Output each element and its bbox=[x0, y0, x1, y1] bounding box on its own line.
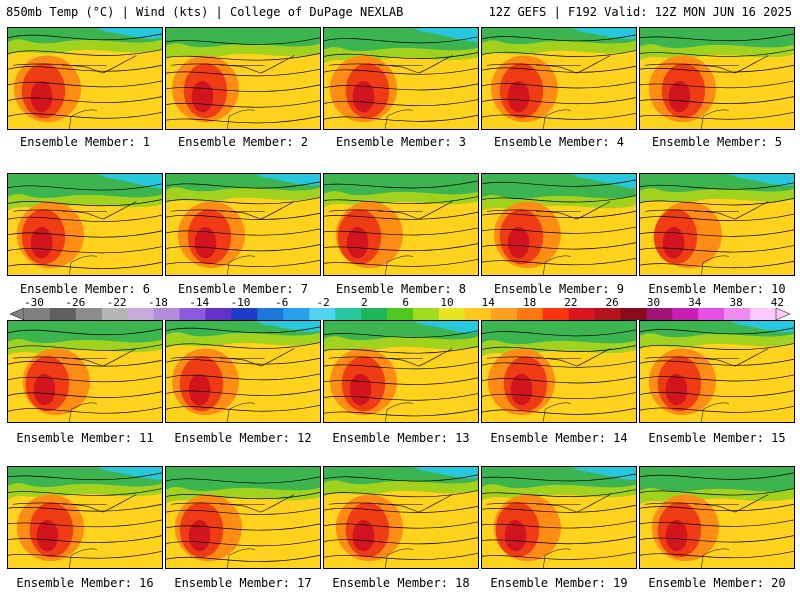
colorbar-swatch bbox=[387, 308, 414, 320]
colorbar-swatch bbox=[75, 308, 103, 320]
ensemble-member-label: Ensemble Member: 10 bbox=[648, 282, 786, 296]
ensemble-member-map bbox=[7, 466, 163, 569]
ensemble-member-map bbox=[323, 466, 479, 569]
colorbar-swatch bbox=[231, 308, 258, 320]
colorbar-tick-label: -30 bbox=[24, 296, 44, 309]
ensemble-member-label: Ensemble Member: 6 bbox=[19, 282, 151, 296]
colorbar-swatch bbox=[750, 308, 777, 320]
ensemble-member-label: Ensemble Member: 17 bbox=[174, 576, 312, 590]
colorbar-tick-label: 34 bbox=[688, 296, 702, 309]
colorbar-swatch bbox=[568, 308, 595, 320]
colorbar-tick-label: -6 bbox=[275, 296, 289, 309]
ensemble-member-map bbox=[639, 173, 795, 276]
ensemble-member-label: Ensemble Member: 7 bbox=[177, 282, 309, 296]
colorbar-swatch bbox=[49, 308, 77, 320]
ensemble-member-label: Ensemble Member: 14 bbox=[490, 431, 628, 445]
ensemble-member-label: Ensemble Member: 11 bbox=[16, 431, 154, 445]
ensemble-member-label: Ensemble Member: 8 bbox=[335, 282, 467, 296]
colorbar-tick-label: 22 bbox=[564, 296, 578, 309]
colorbar-swatch bbox=[361, 308, 388, 320]
ensemble-member-label: Ensemble Member: 1 bbox=[19, 135, 151, 149]
colorbar-swatch bbox=[335, 308, 362, 320]
ensemble-member-map bbox=[639, 320, 795, 423]
colorbar-swatch bbox=[438, 308, 466, 320]
colorbar-tick-label: 2 bbox=[361, 296, 368, 309]
colorbar-tick-label: 6 bbox=[402, 296, 409, 309]
temperature-colorbar bbox=[10, 308, 790, 320]
ensemble-member-label: Ensemble Member: 20 bbox=[648, 576, 786, 590]
ensemble-member-label: Ensemble Member: 15 bbox=[648, 431, 786, 445]
ensemble-member-map bbox=[323, 173, 479, 276]
colorbar-tick-label: -18 bbox=[147, 296, 168, 309]
colorbar-swatch bbox=[127, 308, 154, 320]
ensemble-member-map bbox=[165, 173, 321, 276]
colorbar-swatch bbox=[490, 308, 517, 320]
colorbar-swatch bbox=[412, 308, 440, 320]
colorbar-tick-label: -2 bbox=[316, 296, 330, 309]
colorbar-tick-label: 42 bbox=[770, 296, 785, 309]
ensemble-member-label: Ensemble Member: 13 bbox=[332, 431, 470, 445]
run-valid-time: 12Z GEFS | F192 Valid: 12Z MON JUN 16 20… bbox=[488, 5, 792, 19]
ensemble-member-label: Ensemble Member: 18 bbox=[332, 576, 470, 590]
colorbar-tick-label: 14 bbox=[481, 296, 495, 309]
ensemble-member-label: Ensemble Member: 2 bbox=[177, 135, 309, 149]
colorbar-tick-label: 30 bbox=[646, 296, 661, 309]
colorbar-swatch bbox=[153, 308, 180, 320]
colorbar-swatch bbox=[516, 308, 543, 320]
colorbar-swatch bbox=[724, 308, 751, 320]
ensemble-member-label: Ensemble Member: 12 bbox=[174, 431, 312, 445]
colorbar-swatch bbox=[464, 308, 492, 320]
ensemble-member-map bbox=[165, 466, 321, 569]
colorbar-swatch bbox=[257, 308, 284, 320]
colorbar-swatch bbox=[698, 308, 725, 320]
ensemble-member-label: Ensemble Member: 5 bbox=[651, 135, 783, 149]
colorbar-tick-label: 38 bbox=[729, 296, 743, 309]
ensemble-member-map bbox=[7, 27, 163, 130]
colorbar-swatch bbox=[283, 308, 310, 320]
colorbar-swatch bbox=[205, 308, 232, 320]
ensemble-member-map bbox=[165, 320, 321, 423]
colorbar-swatch bbox=[672, 308, 699, 320]
colorbar-tick-label: 10 bbox=[440, 296, 454, 309]
colorbar-tick-label: -10 bbox=[230, 296, 251, 309]
ensemble-member-map bbox=[481, 27, 637, 130]
colorbar-tick-label: 26 bbox=[605, 296, 619, 309]
colorbar-swatch bbox=[309, 308, 336, 320]
ensemble-member-label: Ensemble Member: 3 bbox=[335, 135, 467, 149]
colorbar-swatch bbox=[179, 308, 206, 320]
colorbar-swatch bbox=[542, 308, 569, 320]
ensemble-member-map bbox=[639, 27, 795, 130]
ensemble-member-label: Ensemble Member: 19 bbox=[490, 576, 628, 590]
ensemble-member-map bbox=[481, 320, 637, 423]
ensemble-member-label: Ensemble Member: 16 bbox=[16, 576, 154, 590]
ensemble-member-label: Ensemble Member: 9 bbox=[493, 282, 625, 296]
colorbar-swatch bbox=[101, 308, 129, 320]
colorbar-swatch bbox=[594, 308, 621, 320]
colorbar-tick-label: -14 bbox=[189, 296, 210, 309]
ensemble-member-map bbox=[165, 27, 321, 130]
colorbar-min-arrow bbox=[10, 308, 25, 320]
colorbar-swatch bbox=[646, 308, 673, 320]
ensemble-member-label: Ensemble Member: 4 bbox=[493, 135, 625, 149]
ensemble-member-map bbox=[481, 466, 637, 569]
colorbar-tick-label: 18 bbox=[522, 296, 537, 309]
ensemble-member-map bbox=[7, 173, 163, 276]
ensemble-member-map bbox=[639, 466, 795, 569]
ensemble-member-map bbox=[481, 173, 637, 276]
colorbar-swatch bbox=[620, 308, 647, 320]
colorbar-max-arrow bbox=[775, 308, 790, 320]
colorbar-swatch bbox=[24, 308, 51, 320]
colorbar-tick-label: -26 bbox=[65, 296, 86, 309]
ensemble-member-map bbox=[7, 320, 163, 423]
colorbar-tick-label: -22 bbox=[106, 296, 127, 309]
figure-title: 850mb Temp (°C) | Wind (kts) | College o… bbox=[6, 5, 404, 19]
ensemble-member-map bbox=[323, 27, 479, 130]
ensemble-member-map bbox=[323, 320, 479, 423]
